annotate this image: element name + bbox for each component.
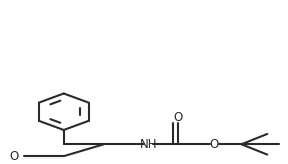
Text: O: O	[174, 111, 183, 124]
Text: NH: NH	[140, 138, 157, 151]
Text: O: O	[9, 150, 18, 163]
Text: O: O	[210, 138, 219, 151]
